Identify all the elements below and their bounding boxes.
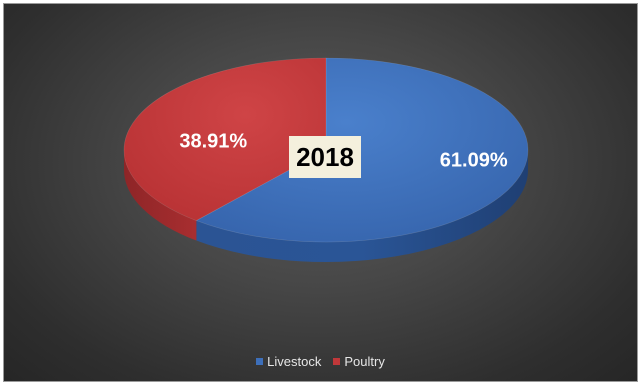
legend-swatch-livestock xyxy=(256,358,264,365)
data-label-livestock: 61.09% xyxy=(440,149,508,171)
legend-label-poultry: Poultry xyxy=(344,354,385,369)
legend-item-poultry: Poultry xyxy=(333,354,385,369)
pie-side-poultry xyxy=(124,150,197,241)
pie-slice-livestock xyxy=(195,57,529,243)
pie-slice-poultry xyxy=(123,57,327,221)
legend-item-livestock: Livestock xyxy=(256,354,321,369)
data-label-poultry: 38.91% xyxy=(179,131,247,153)
legend-swatch-poultry xyxy=(333,358,341,365)
legend-label-livestock: Livestock xyxy=(267,354,322,369)
year-label: 2018 xyxy=(289,136,361,178)
pie-chart: 61.09% 38.91% xyxy=(123,57,529,263)
chart-area: 61.09% 38.91% 2018 Livestock Poultry xyxy=(3,3,638,382)
pie-side-livestock xyxy=(196,150,528,263)
legend: Livestock Poultry xyxy=(4,354,637,369)
